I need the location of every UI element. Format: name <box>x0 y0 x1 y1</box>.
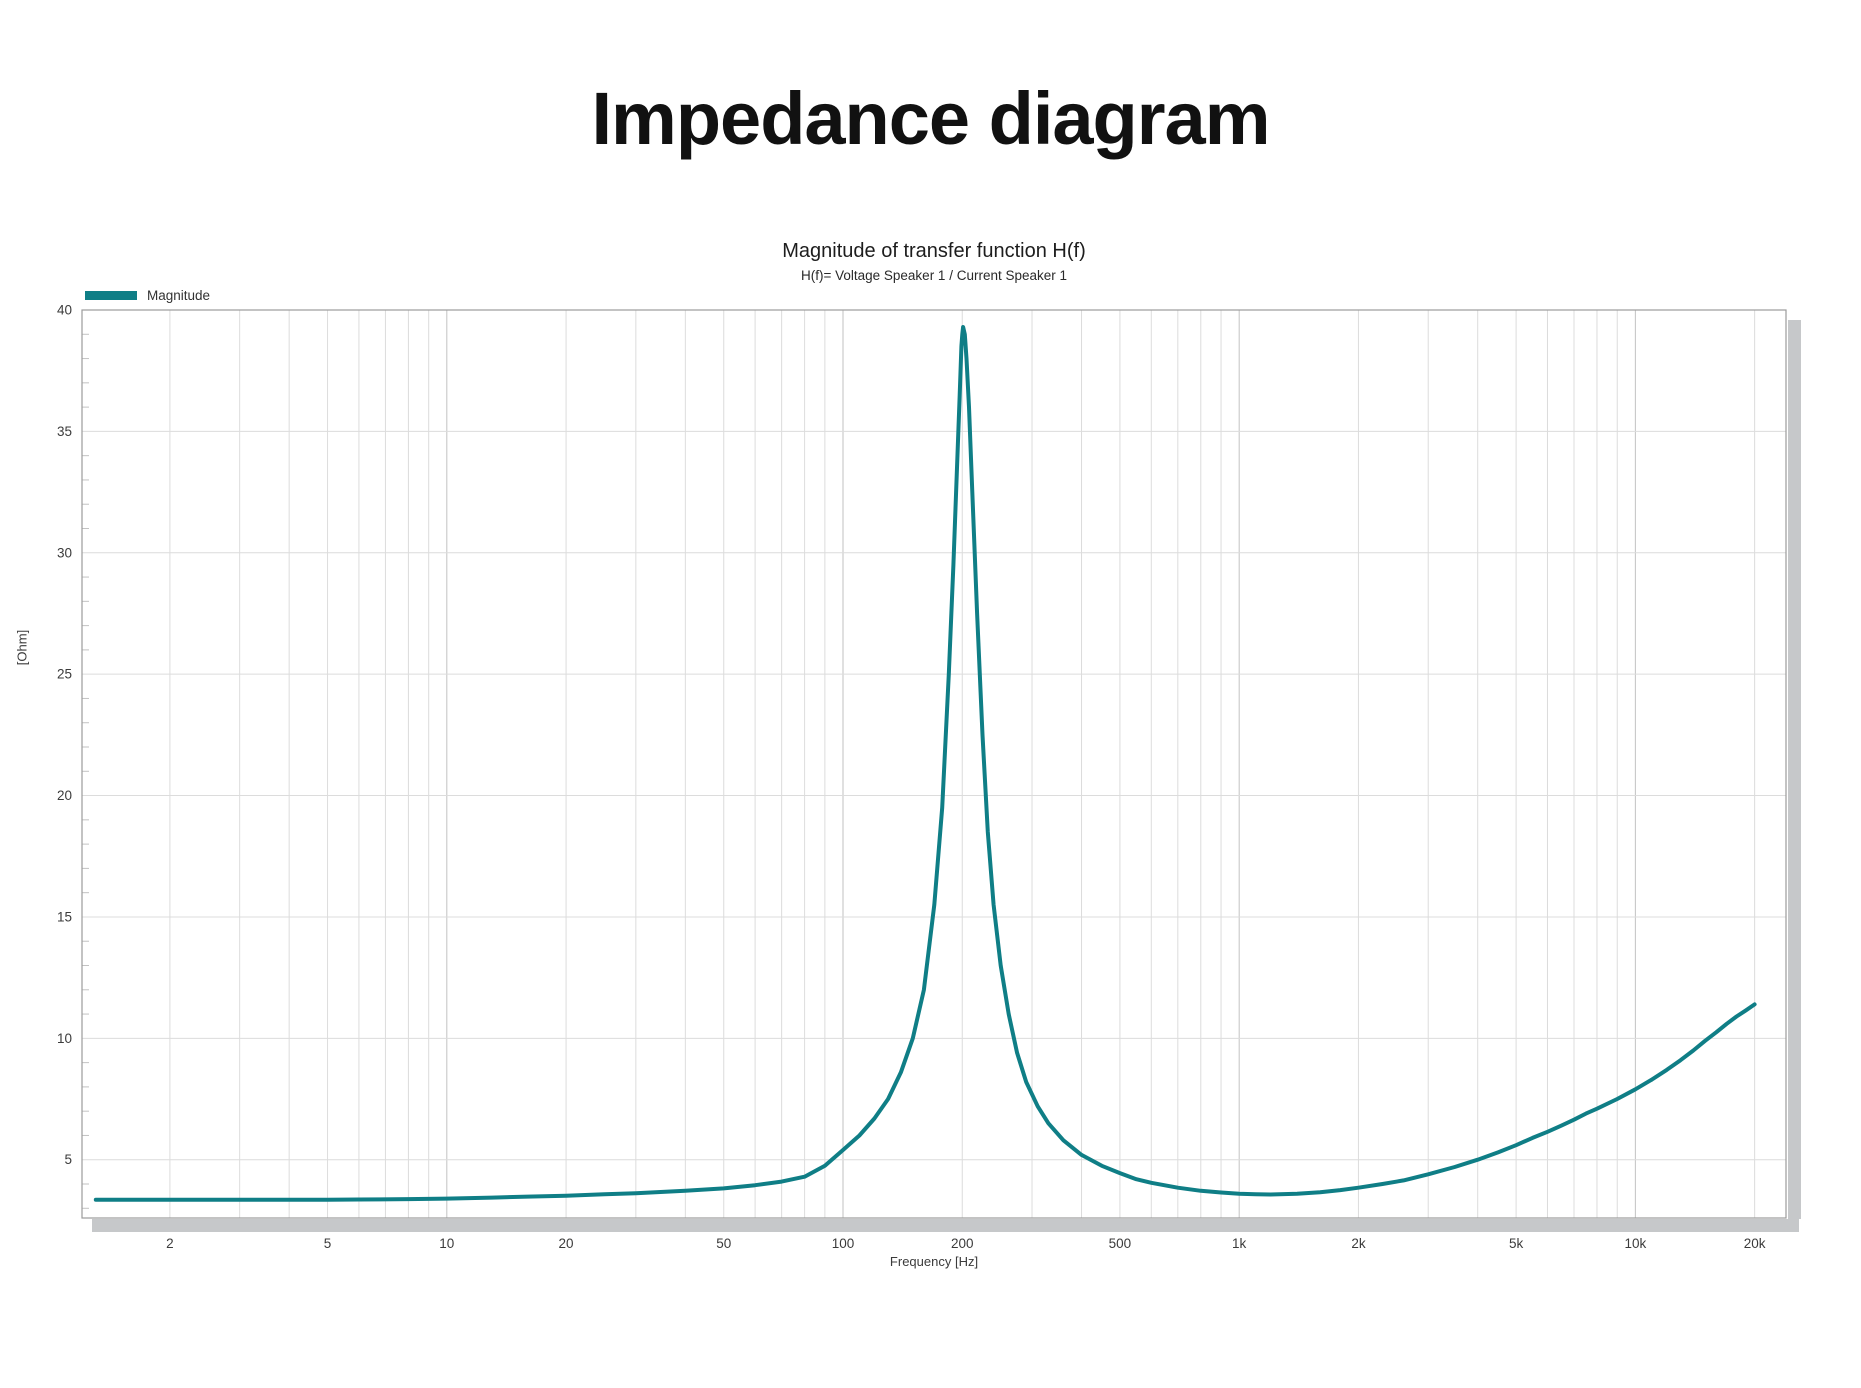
y-tick-label: 20 <box>57 788 72 803</box>
legend-swatch-magnitude <box>85 291 137 300</box>
legend-label: Magnitude <box>147 288 211 303</box>
x-tick-label: 20 <box>559 1236 574 1251</box>
x-tick-label: 5 <box>324 1236 332 1251</box>
y-axis-title: [Ohm] <box>14 629 30 666</box>
x-tick-label: 50 <box>716 1236 731 1251</box>
y-tick-label: 10 <box>57 1031 72 1046</box>
plot-frame <box>81 309 1787 1219</box>
x-tick-label: 10 <box>439 1236 454 1251</box>
x-tick-label: 5k <box>1509 1236 1524 1251</box>
plot-area <box>82 310 1786 1218</box>
plot-shadow-bottom <box>92 1219 1799 1232</box>
x-axis-title: Frequency [Hz] <box>889 1254 979 1269</box>
page-title: Impedance diagram <box>591 77 1270 160</box>
x-tick-label: 2 <box>166 1236 174 1251</box>
y-tick-label: 40 <box>57 303 72 318</box>
x-tick-label: 500 <box>1109 1236 1132 1251</box>
y-tick-label: 30 <box>57 545 72 560</box>
x-tick-label: 20k <box>1744 1236 1766 1251</box>
x-tick-label: 10k <box>1624 1236 1646 1251</box>
x-tick-label: 2k <box>1351 1236 1366 1251</box>
legend: Magnitude <box>85 288 210 303</box>
x-tick-label: 100 <box>832 1236 855 1251</box>
y-tick-label: 35 <box>57 424 72 439</box>
y-tick-label: 15 <box>57 909 72 924</box>
magnitude-curve <box>93 325 1757 1202</box>
x-tick-label: 1k <box>1232 1236 1247 1251</box>
y-tick-label: 25 <box>57 667 72 682</box>
chart-subtitle: H(f)= Voltage Speaker 1 / Current Speake… <box>800 268 1068 283</box>
chart-title: Magnitude of transfer function H(f) <box>782 240 1086 262</box>
x-tick-label: 200 <box>951 1236 974 1251</box>
plot-shadow-right <box>1788 320 1801 1219</box>
y-tick-label: 5 <box>64 1152 72 1167</box>
